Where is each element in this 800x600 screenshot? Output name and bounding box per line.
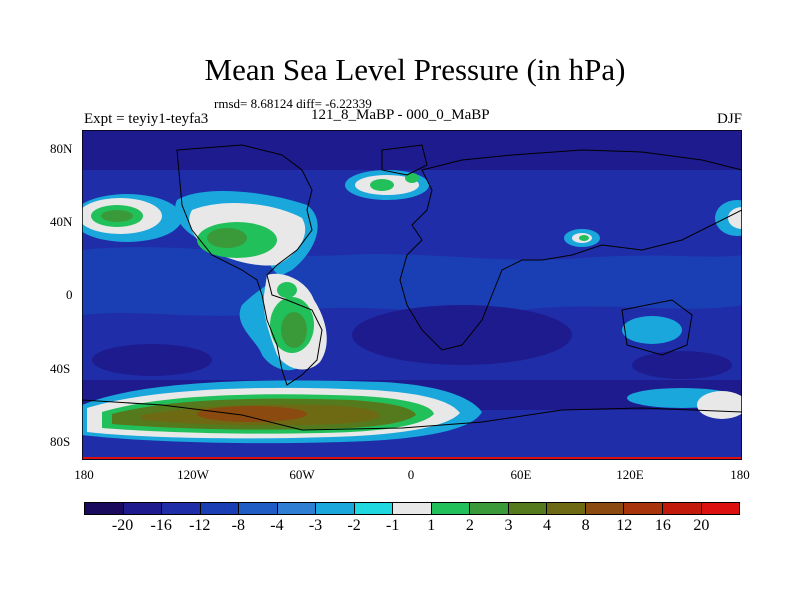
season-label: DJF (716, 111, 742, 127)
map-title: Mean Sea Level Pressure (in hPa) (204, 52, 626, 87)
colorbar-swatch (239, 503, 278, 514)
greenland-high-secondary (405, 173, 419, 183)
americas-coast (176, 144, 323, 386)
lat-label-80n: 80N (50, 141, 73, 156)
greenland-high-core (370, 179, 394, 191)
andes-high (277, 282, 297, 298)
colorbar-swatch (662, 503, 702, 514)
tropical-low-region (352, 305, 572, 365)
colorbar-label: 8 (581, 517, 590, 534)
colorbar-swatch (701, 503, 740, 514)
colorbar-label: 1 (427, 517, 436, 534)
east-pacific-high (728, 207, 742, 229)
tibet-high-core (579, 235, 589, 241)
arctic-low-band (82, 130, 742, 170)
colorbar-swatch (431, 503, 471, 514)
pacific-low-region (92, 344, 212, 376)
stats-text: rmsd= 8.68124 diff= -6.22339 (214, 96, 372, 111)
colorbar-label: 4 (543, 517, 552, 534)
antarctica-coast (82, 399, 742, 460)
south-america-high-center (281, 312, 307, 348)
colorbar-swatch (123, 503, 163, 514)
colorbar-swatch (162, 503, 201, 514)
lat-label-80s: 80S (50, 434, 71, 449)
colorbar-label: -4 (270, 517, 284, 534)
lon-label-180w: 180 (74, 467, 94, 482)
colorbar-label: -12 (189, 517, 211, 534)
south-pacific-low (632, 351, 732, 379)
tropical-band (82, 247, 742, 316)
colorbar-label: -8 (231, 517, 246, 534)
period-label: 121_8_MaBP - 000_0_MaBP (311, 107, 490, 123)
pressure-map (82, 130, 742, 460)
colorbar-swatch (470, 503, 509, 514)
lon-label-120e: 120E (616, 467, 644, 482)
colorbar-swatch (547, 503, 586, 514)
colorbar-label: -1 (386, 517, 400, 534)
lon-label-0: 0 (407, 467, 415, 482)
australia-coast (621, 299, 693, 356)
greenland-coast (381, 144, 428, 176)
colorbar-label: 12 (616, 517, 633, 534)
lat-label-40s: 40S (50, 361, 71, 376)
colorbar-swatch (585, 503, 625, 514)
colorbar-swatch (85, 503, 124, 514)
colorbar-label: -20 (111, 517, 134, 534)
eurasia-africa-coast (399, 149, 742, 351)
coastlines (82, 144, 742, 460)
colorbar-label: 3 (504, 517, 513, 534)
colorbar-swatch (354, 503, 394, 514)
lon-label-60w: 60W (289, 467, 315, 482)
antarctic-high-center (197, 406, 307, 422)
colorbar-label: -16 (150, 517, 172, 534)
colorbar-label: -2 (347, 517, 361, 534)
lat-label-0: 0 (66, 287, 73, 302)
colorbar-swatch (624, 503, 663, 514)
colorbar-label: 16 (654, 517, 671, 534)
lon-label-60e: 60E (510, 467, 532, 482)
colorbar-label: 20 (693, 517, 710, 534)
lon-label-180e: 180 (730, 467, 750, 482)
colorbar-swatch (508, 503, 548, 514)
colorbar-label: 2 (465, 517, 474, 534)
colorbar (84, 502, 740, 515)
colorbar-swatch (316, 503, 355, 514)
colorbar-swatch (200, 503, 240, 514)
lat-label-40n: 40N (50, 214, 73, 229)
experiment-label: Expt = teyiy1-teyfa3 (84, 111, 209, 127)
colorbar-swatch (277, 503, 317, 514)
north-pacific-high-center (101, 210, 133, 222)
colorbar-label: -3 (308, 517, 323, 534)
north-america-high-center (207, 228, 247, 248)
australia-high (622, 316, 682, 344)
colorbar-swatch (393, 503, 432, 514)
lon-label-120w: 120W (177, 467, 209, 482)
